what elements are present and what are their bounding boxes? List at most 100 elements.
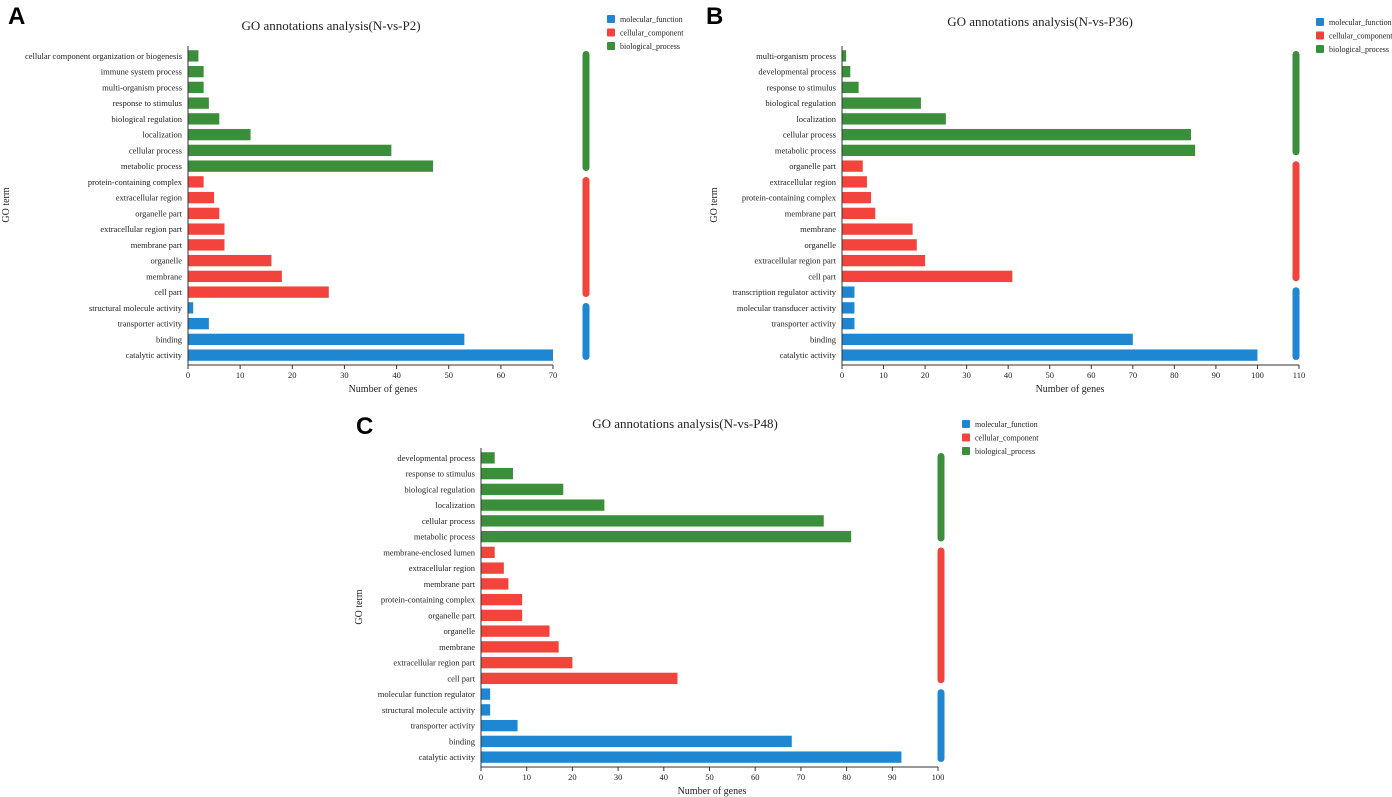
- bar: [188, 191, 215, 204]
- bar: [188, 239, 225, 251]
- category-label: catalytic activity: [126, 350, 183, 360]
- group-bracket-cellular_component: [937, 547, 945, 684]
- x-tick-label: 30: [614, 772, 623, 782]
- category-label: cellular component organization or bioge…: [25, 51, 182, 61]
- legend-swatch-cellular_component: [607, 28, 615, 37]
- category-label: response to stimulus: [113, 98, 182, 108]
- bar: [188, 349, 553, 361]
- group-bracket-biological_process: [937, 453, 945, 542]
- x-tick-label: 40: [1004, 370, 1013, 380]
- x-tick-label: 50: [705, 772, 714, 782]
- bar: [842, 128, 1191, 141]
- category-label: membrane part: [131, 240, 183, 250]
- category-label: protein-containing complex: [381, 595, 476, 605]
- category-label: extracellular region: [116, 193, 183, 203]
- category-label: transporter activity: [411, 721, 476, 731]
- bar: [188, 317, 209, 330]
- bar: [188, 207, 220, 220]
- category-label: localization: [142, 130, 182, 140]
- bar: [842, 270, 1013, 283]
- legend-swatch-biological_process: [962, 447, 970, 455]
- bar: [481, 593, 523, 606]
- x-tick-label: 0: [186, 370, 190, 380]
- bar: [188, 128, 251, 141]
- category-label: organelle part: [135, 208, 182, 218]
- x-tick-label: 60: [497, 370, 506, 380]
- category-label: extracellular region: [770, 177, 837, 187]
- x-tick-label: 100: [932, 772, 945, 782]
- bar: [481, 672, 678, 685]
- category-label: organelle part: [789, 161, 836, 171]
- bar: [481, 688, 491, 700]
- bar: [188, 270, 282, 283]
- x-tick-label: 10: [879, 370, 888, 380]
- bar: [188, 223, 225, 235]
- bar: [481, 625, 550, 637]
- x-axis-label: Number of genes: [1036, 384, 1105, 395]
- x-tick-label: 40: [392, 370, 401, 380]
- bar: [188, 81, 204, 94]
- bar: [481, 609, 523, 622]
- category-label: developmental process: [397, 453, 475, 463]
- bar: [481, 562, 504, 574]
- group-bracket-molecular_function: [1292, 287, 1300, 360]
- y-axis-label: GO term: [354, 589, 365, 624]
- category-label: biological regulation: [404, 484, 475, 494]
- category-label: catalytic activity: [780, 350, 837, 360]
- category-label: cellular process: [422, 516, 475, 526]
- category-label: membrane: [439, 642, 475, 652]
- category-label: membrane-enclosed lumen: [383, 547, 476, 557]
- x-tick-label: 20: [288, 370, 297, 380]
- group-bracket-biological_process: [1292, 51, 1300, 156]
- category-label: extracellular region part: [754, 256, 836, 266]
- category-label: organelle: [805, 240, 837, 250]
- bar: [188, 176, 204, 188]
- category-label: extracellular region part: [100, 224, 182, 234]
- legend-swatch-biological_process: [1316, 45, 1324, 53]
- bar: [188, 113, 220, 125]
- bar: [188, 286, 329, 298]
- category-label: structural molecule activity: [382, 705, 476, 715]
- panel-letter: C: [356, 413, 373, 440]
- bar: [481, 530, 852, 543]
- category-label: multi-organism process: [756, 51, 836, 61]
- chart-panel-b: B GO annotations analysis(N-vs-P36) molecu…: [706, 3, 1392, 395]
- x-tick-label: 20: [921, 370, 930, 380]
- bar: [188, 50, 199, 62]
- bar: [188, 65, 204, 78]
- group-bracket-biological_process: [582, 51, 590, 171]
- category-label: cellular process: [783, 130, 836, 140]
- bar: [842, 286, 855, 298]
- chart-title: GO annotations analysis(N-vs-P2): [241, 18, 420, 33]
- bar: [842, 113, 946, 125]
- legend-label: biological_process: [620, 42, 680, 51]
- panel-letter: A: [8, 3, 25, 30]
- category-label: organelle: [444, 626, 476, 636]
- bar: [188, 254, 272, 267]
- bar: [481, 499, 605, 511]
- chart-title: GO annotations analysis(N-vs-P36): [947, 14, 1133, 29]
- x-tick-label: 30: [962, 370, 971, 380]
- chart-panel-c: C GO annotations analysis(N-vs-P48) molecu…: [354, 413, 1039, 797]
- category-label: cell part: [447, 673, 475, 683]
- legend-label: cellular_component: [1329, 32, 1392, 41]
- x-tick-label: 40: [660, 772, 669, 782]
- bar: [842, 81, 859, 94]
- bar: [842, 239, 917, 251]
- bar: [842, 50, 847, 62]
- bar: [842, 144, 1196, 157]
- category-label: cell part: [808, 271, 836, 281]
- category-label: extracellular region: [409, 563, 476, 573]
- group-bracket-cellular_component: [1292, 161, 1300, 282]
- x-tick-label: 70: [1129, 370, 1138, 380]
- legend-label: cellular_component: [975, 434, 1039, 443]
- bar: [188, 144, 392, 157]
- x-axis-label: Number of genes: [678, 786, 747, 797]
- bar: [481, 735, 792, 748]
- category-label: transcription regulator activity: [733, 287, 837, 297]
- x-tick-label: 0: [840, 370, 844, 380]
- category-label: developmental process: [758, 67, 836, 77]
- category-label: binding: [810, 334, 837, 344]
- x-tick-label: 70: [549, 370, 558, 380]
- bar: [842, 317, 855, 330]
